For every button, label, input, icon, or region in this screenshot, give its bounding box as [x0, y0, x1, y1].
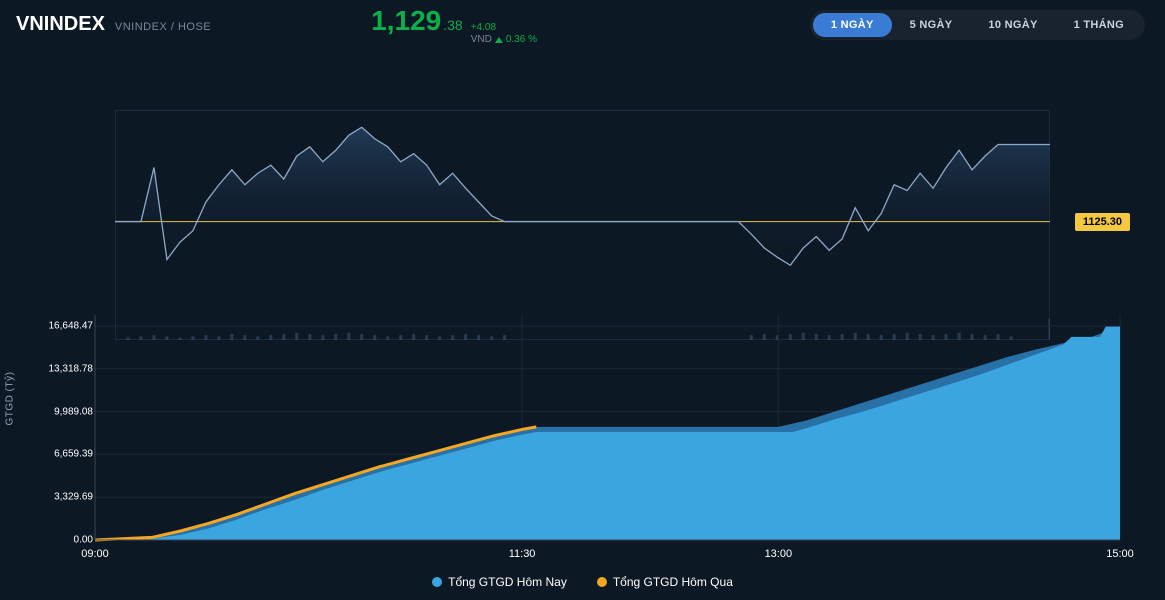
- volume-y-title: GTGD (Tỷ): [5, 372, 16, 426]
- symbol-subtitle: VNINDEX / HOSE: [115, 21, 211, 33]
- volume-y-tick: 0.00: [74, 535, 93, 546]
- timeframe-selector: 1 NGÀY5 NGÀY10 NGÀY1 THÁNG: [810, 10, 1145, 40]
- up-arrow-icon: [495, 37, 503, 43]
- price-decimal: .38: [443, 17, 462, 33]
- volume-chart-svg: [20, 310, 1145, 545]
- x-axis-tick: 11:30: [509, 548, 536, 560]
- x-axis-tick: 15:00: [1106, 548, 1134, 560]
- legend-today-label: Tổng GTGD Hôm Nay: [448, 575, 567, 589]
- timeframe-button[interactable]: 5 NGÀY: [892, 13, 971, 37]
- reference-line-label: 1125.30: [1075, 213, 1130, 231]
- price-chart: 1125.30: [115, 110, 1050, 340]
- volume-y-axis: 0.00 3,329.69 6,659.39 9,989.08 13,318.78 16,…: [38, 310, 93, 545]
- volume-y-tick: 3,329.69: [54, 492, 93, 503]
- x-axis-tick: 09:00: [81, 548, 109, 560]
- x-axis-tick: 13:00: [765, 548, 793, 560]
- price-block: 1,129 .38 +4.08 VND 0.36 %: [371, 5, 537, 46]
- header: VNINDEX VNINDEX / HOSE 1,129 .38 +4.08 V…: [0, 0, 1165, 50]
- currency-label: VND: [471, 34, 492, 46]
- legend-dot-today-icon: [432, 577, 442, 587]
- price-chart-svg: [115, 110, 1050, 340]
- legend-dot-yesterday-icon: [597, 577, 607, 587]
- legend: Tổng GTGD Hôm Nay Tổng GTGD Hôm Qua: [0, 575, 1165, 589]
- symbol-name: VNINDEX: [16, 13, 105, 36]
- legend-today: Tổng GTGD Hôm Nay: [432, 575, 567, 589]
- price-change-pct: 0.36 %: [506, 34, 537, 46]
- price-change-abs: +4.08: [471, 22, 496, 34]
- timeframe-button[interactable]: 1 NGÀY: [813, 13, 892, 37]
- volume-chart: [20, 310, 1145, 545]
- volume-y-tick: 6,659.39: [54, 449, 93, 460]
- legend-yesterday-label: Tổng GTGD Hôm Qua: [613, 575, 733, 589]
- volume-y-tick: 16,648.47: [49, 320, 94, 331]
- timeframe-button[interactable]: 10 NGÀY: [970, 13, 1055, 37]
- legend-yesterday: Tổng GTGD Hôm Qua: [597, 575, 733, 589]
- header-left: VNINDEX VNINDEX / HOSE 1,129 .38 +4.08 V…: [16, 5, 537, 46]
- timeframe-button[interactable]: 1 THÁNG: [1056, 13, 1142, 37]
- volume-y-tick: 9,989.08: [54, 406, 93, 417]
- volume-y-tick: 13,318.78: [49, 363, 94, 374]
- price-integer: 1,129: [371, 5, 441, 37]
